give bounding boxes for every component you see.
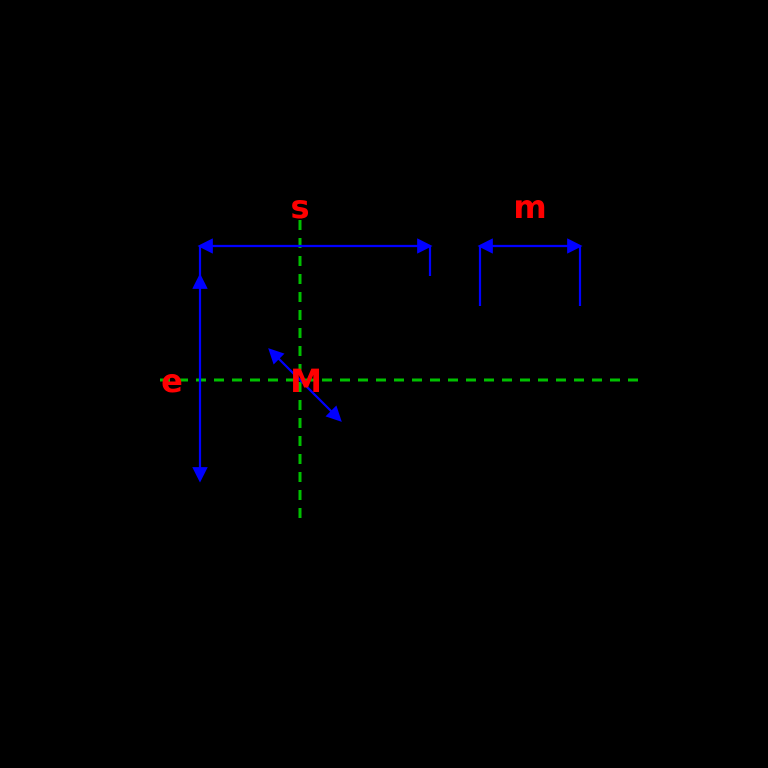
dimension-s: [200, 246, 430, 276]
label-center-M: M: [290, 362, 322, 400]
label-s: s: [290, 188, 309, 226]
dimension-m: [480, 246, 580, 306]
label-m: m: [513, 188, 546, 226]
diagram-canvas: s m e M: [0, 0, 768, 768]
label-e: e: [161, 362, 183, 400]
